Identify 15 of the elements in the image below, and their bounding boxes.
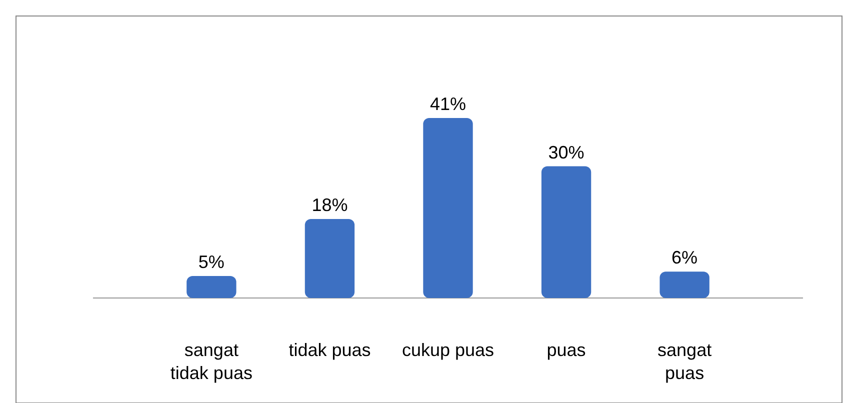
data-label: 6% bbox=[672, 248, 698, 268]
x-tick-label: tidak puas bbox=[288, 340, 371, 360]
x-tick-label: sangat tidak puas bbox=[170, 340, 252, 383]
bar bbox=[541, 166, 592, 298]
x-tick-label: cukup puas bbox=[402, 340, 494, 360]
data-label: 18% bbox=[312, 194, 348, 215]
bar bbox=[660, 272, 710, 298]
bar bbox=[423, 118, 473, 298]
x-tick-label: puas bbox=[546, 340, 586, 360]
data-label: 5% bbox=[198, 252, 224, 272]
x-tick-label: sangat puas bbox=[658, 340, 712, 383]
data-label: 30% bbox=[548, 142, 584, 162]
bar bbox=[186, 276, 236, 298]
bar bbox=[304, 218, 355, 298]
data-label: 41% bbox=[430, 94, 466, 114]
